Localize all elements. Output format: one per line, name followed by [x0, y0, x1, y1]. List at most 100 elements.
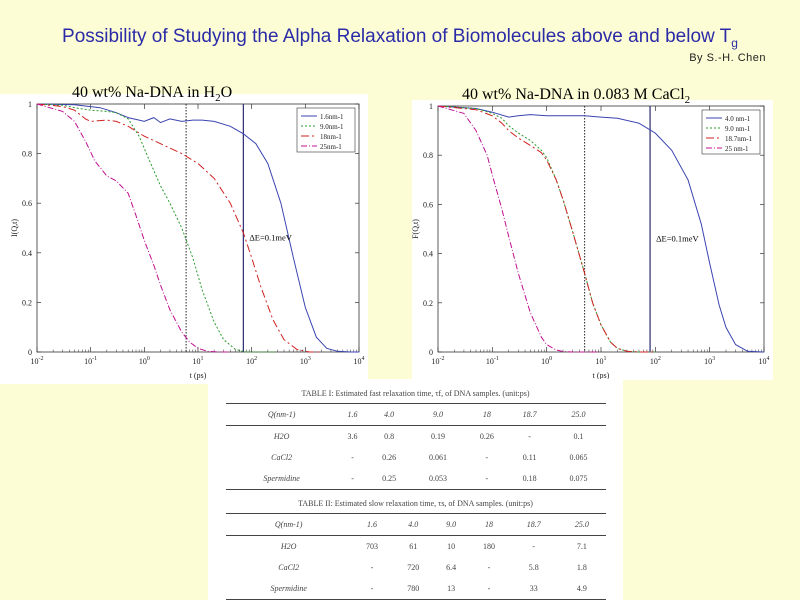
left-xtick-label: 10-2 [31, 356, 44, 366]
table2-cell: 33 [509, 578, 558, 600]
table1-cell: 0.075 [551, 468, 606, 490]
right-energy-annotation: ΔE=0.1meV [656, 233, 699, 243]
title-subscript: g [731, 35, 738, 50]
right-xtick-label: 100 [541, 356, 552, 366]
right-legend-label: 4.0 nm-1 [725, 115, 751, 123]
slide-title: Possibility of Studying the Alpha Relaxa… [62, 26, 738, 50]
table1-cell: 3.6 [347, 432, 358, 441]
table1-column-header: 18 [465, 403, 509, 426]
right-ytick-label: 0.8 [423, 151, 433, 160]
left-xtick-label: 10-1 [84, 356, 97, 366]
right-legend-label: 25 nm-1 [725, 145, 749, 153]
table2-cell: 180 [482, 542, 495, 551]
table1-cell: 0.065 [569, 453, 588, 462]
table2-cell: 720 [407, 563, 420, 572]
table2-column-header: Q(nm-1) [226, 513, 352, 536]
left-xtick-label: 104 [354, 356, 365, 366]
table1-cell: - [337, 468, 368, 490]
table1-column-header: 18.7 [508, 403, 551, 426]
table1-cell: 0.26 [479, 432, 494, 441]
table2-cell: 10 [447, 542, 456, 551]
left-svg: 0 0.2 0.4 0.6 0.8 1 10-2 10-1 100 101 102 103 104 t (… [10, 100, 365, 380]
table1-cell: - [485, 453, 489, 462]
table2-row: Spermidine -780 13-33 4.9 [226, 578, 606, 600]
table1-row: CaCl2 - 0.26 0.061 - 0.11 0.065 [226, 447, 606, 468]
table1-cell: H2O [273, 432, 290, 441]
right-legend-label: 9.0 nm-1 [725, 125, 751, 133]
table2-column-header: 1.6 [351, 513, 393, 536]
left-ytick-label: 0.2 [22, 298, 32, 307]
table1-cell: - [351, 453, 354, 462]
table2-cell: 780 [392, 578, 434, 600]
table2-cell: H2O [280, 542, 297, 551]
right-svg: 0 0.2 0.4 0.6 0.8 1 10-2 10-1 100 101 102 103 104 t (… [411, 102, 770, 380]
table2-column-header: 9.0 [433, 513, 469, 536]
left-legend-label: 25nm-1 [320, 143, 342, 151]
table2-cell: - [532, 542, 536, 551]
left-legend-label: 1.6nm-1 [320, 113, 344, 121]
right-panel-title: 40 wt% Na-DNA in 0.083 M CaCl2 [462, 86, 691, 107]
table2-column-header: 18 [468, 513, 510, 536]
table1-cell: - [465, 468, 509, 490]
left-legend-label: 18nm-1 [320, 133, 342, 141]
right-xtick-label: 10-1 [486, 356, 499, 366]
left-ytick-label: 0.4 [22, 249, 32, 258]
author-credit: By S.-H. Chen [689, 52, 766, 64]
table1-column-header: Q(nm-1) [226, 403, 338, 426]
left-xtick-label: 101 [193, 356, 204, 366]
table2-cell: - [468, 578, 510, 600]
slow-relaxation-table: Q(nm-1) 1.6 4.0 9.0 18 18.7 25.0 H2O 703 61 10 180 -… [226, 513, 606, 600]
left-series-line [36, 103, 231, 353]
table2-row: CaCl2 - 720 6.4 - 5.8 1.8 [226, 557, 606, 578]
right-series-line [437, 105, 601, 353]
right-xtick-label: 103 [704, 356, 715, 366]
table1-cell: Spermidine [226, 468, 338, 490]
table1-cell: 0.8 [384, 432, 395, 441]
table2-cell: 5.8 [528, 563, 539, 572]
table2-column-header: 4.0 [392, 513, 434, 536]
left-xtick-label: 100 [139, 356, 150, 366]
table2-cell: 703 [366, 542, 379, 551]
table1-cell: CaCl2 [271, 453, 293, 462]
left-series-line [36, 103, 278, 353]
left-yaxis-label: I(Q,t) [10, 219, 19, 237]
table1-cell: 0.26 [382, 453, 397, 462]
left-series-line [36, 103, 359, 353]
table1-column-header: 4.0 [367, 403, 411, 426]
right-ytick-label: 0.6 [423, 200, 433, 209]
right-chart-panel: 0 0.2 0.4 0.6 0.8 1 10-2 10-1 100 101 102 103 104 t (… [411, 100, 773, 380]
left-ytick-label: 1 [28, 100, 32, 109]
table1-cell: - [528, 432, 531, 441]
right-xtick-label: 104 [759, 356, 770, 366]
left-xtick-label: 103 [300, 356, 311, 366]
left-chart-panel: 0 0.2 0.4 0.6 0.8 1 10-2 10-1 100 101 102 103 104 t (… [0, 94, 368, 384]
right-legend-box [701, 109, 761, 155]
table2-cell: CaCl2 [278, 563, 300, 572]
table1-cell: 0.053 [410, 468, 466, 490]
table2-cell: - [351, 578, 393, 600]
table2-cell: 61 [409, 542, 418, 551]
right-xtick-label: 10-2 [432, 356, 445, 366]
left-series-line [36, 103, 322, 353]
table1-caption: TABLE I: Estimated fast relaxation time,… [301, 389, 530, 398]
table2-cell: 7.1 [576, 542, 587, 551]
table2-caption: TABLE II: Estimated slow relaxation time… [298, 499, 533, 508]
left-energy-annotation: ΔE=0.1meV [249, 232, 292, 242]
right-xaxis-label: t (ps) [593, 371, 610, 380]
table2-cell: - [487, 563, 491, 572]
table2-cell: 6.4 [446, 563, 457, 572]
left-legend-box [296, 107, 356, 153]
left-ytick-label: 0.6 [22, 199, 32, 208]
table1-cell: 0.25 [367, 468, 411, 490]
table2-cell: - [370, 563, 374, 572]
table1-cell: 0.19 [431, 432, 446, 441]
right-series-line [437, 105, 656, 353]
table1-column-header: 1.6 [337, 403, 368, 426]
table2-cell: 1.8 [576, 563, 587, 572]
right-ytick-label: 1 [429, 102, 433, 111]
table1-column-header: 9.0 [410, 403, 466, 426]
table2-cell: 13 [433, 578, 469, 600]
table1-column-header: 25.0 [551, 403, 606, 426]
right-series-line [437, 105, 656, 353]
right-legend-label: 18.7nm-1 [725, 135, 753, 143]
